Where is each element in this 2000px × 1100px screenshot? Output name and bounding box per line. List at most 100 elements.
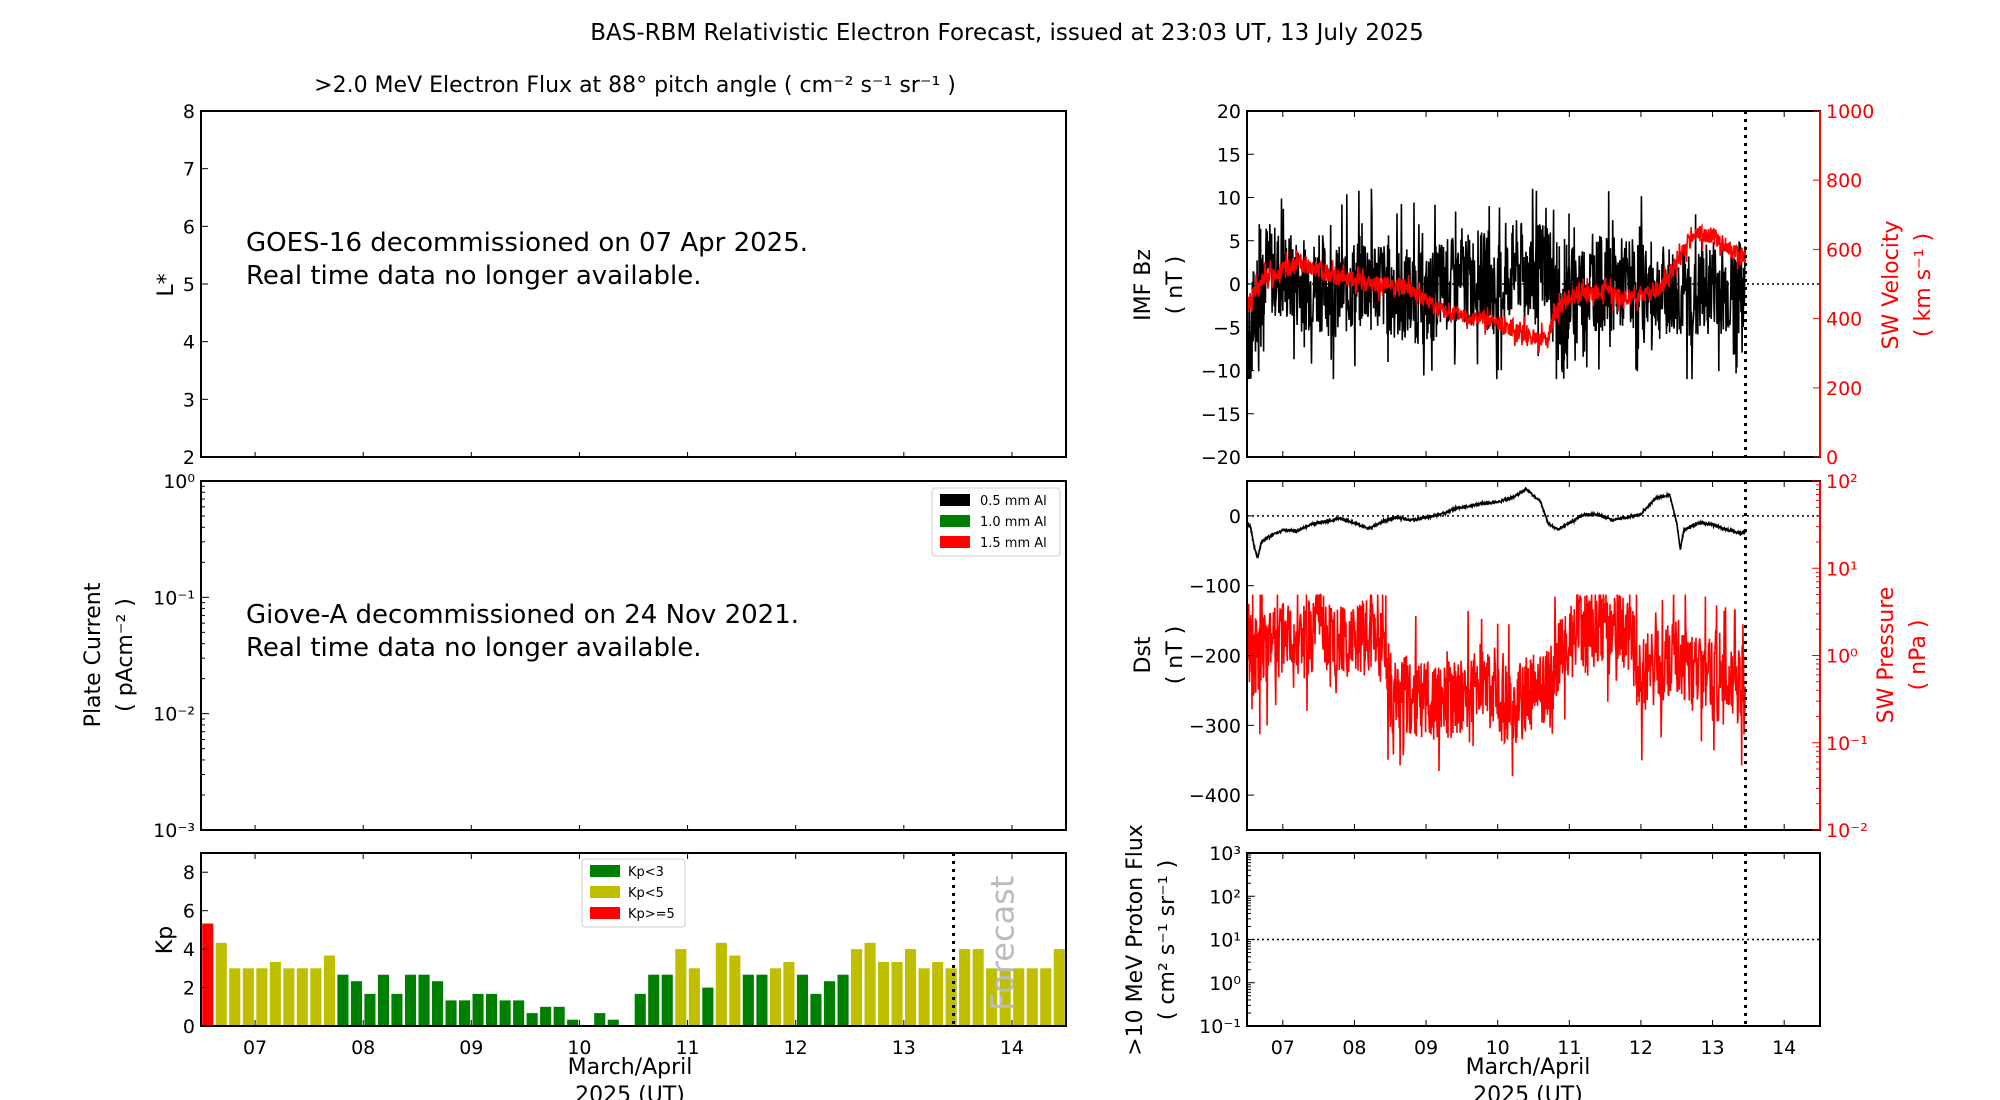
kp-bar [823, 981, 835, 1026]
y-tick-label: 6 [183, 216, 195, 238]
electron-flux-ylabel: L* [154, 273, 179, 296]
y-tick-label: −20 [1201, 447, 1241, 469]
kp-bar [377, 974, 389, 1026]
kp-bar [783, 962, 795, 1026]
sw-pressure-line [1246, 593, 1746, 777]
electron-flux-panel: >2.0 MeV Electron Flux at 88° pitch angl… [154, 73, 1067, 469]
kp-bar [648, 974, 660, 1026]
kp-bar [1040, 968, 1052, 1026]
y-tick-label: 20 [1217, 101, 1241, 123]
kp-bar [486, 993, 498, 1026]
y-tick-label: 10³ [1209, 843, 1241, 865]
kp-bar [567, 1019, 579, 1026]
legend-label-0: 0.5 mm Al [980, 494, 1047, 509]
y-tick-label: 10⁻³ [153, 820, 195, 842]
x-tick-label: 09 [1414, 1037, 1438, 1059]
x-tick-label: 11 [1557, 1037, 1581, 1059]
y-tick-label: 5 [1229, 231, 1241, 253]
kp-xlabel-line1: March/April [568, 1055, 693, 1080]
proton-xlabel-line2: 2025 (UT) [1473, 1083, 1583, 1100]
y-tick-label: 10⁰ [1209, 973, 1241, 995]
kp-bar [459, 1000, 471, 1026]
kp-bar [891, 962, 903, 1026]
x-tick-label: 10 [1486, 1037, 1510, 1059]
y-tick-label: 8 [183, 862, 195, 884]
y-tick-label: 10⁻¹ [153, 587, 195, 609]
kp-axes [200, 852, 1067, 1027]
y-tick-label: 10² [1826, 471, 1858, 493]
legend-swatch-1 [940, 515, 970, 527]
kp-bar [499, 1000, 511, 1026]
sw-pressure-ylabel-line2: ( nPa ) [1906, 620, 1931, 691]
y-tick-label: 10² [1209, 886, 1241, 908]
y-tick-label: 0 [1826, 447, 1838, 469]
kp-bar [350, 981, 362, 1026]
sw-pressure-ylabel-line1: SW Pressure [1874, 587, 1899, 724]
kp-bar [310, 968, 322, 1026]
imf-panel: 20 15 10 5 0 −15 −10 −5 −20 0 200 400 600 800 1000 IM… [1131, 101, 1936, 469]
y-tick-label: −200 [1189, 646, 1241, 668]
y-tick-label: 1000 [1826, 101, 1874, 123]
x-tick-label: 12 [1629, 1037, 1653, 1059]
x-tick-label: 07 [243, 1037, 267, 1059]
kp-bar [769, 968, 781, 1026]
electron-flux-title: >2.0 MeV Electron Flux at 88° pitch angl… [314, 73, 956, 98]
kp-bar [742, 974, 754, 1026]
kp-bar [594, 1013, 606, 1026]
figure-title: BAS-RBM Relativistic Electron Forecast, … [590, 20, 1424, 46]
y-tick-label: 10¹ [1209, 930, 1241, 952]
sw-velocity-ylabel-line2: ( km s⁻¹ ) [1911, 233, 1936, 337]
y-tick-label: −100 [1189, 576, 1241, 598]
y-tick-label: 6 [183, 901, 195, 923]
x-tick-label: 12 [784, 1037, 808, 1059]
kp-bar [945, 968, 957, 1026]
kp-bar [432, 981, 444, 1026]
y-tick-label: 0 [1229, 274, 1241, 296]
kp-bar [837, 974, 849, 1026]
kp-bar [337, 974, 349, 1026]
kp-bar [540, 1006, 552, 1026]
x-tick-label: 11 [675, 1037, 699, 1059]
kp-bar [905, 949, 917, 1026]
kp-bar [526, 1013, 538, 1026]
plate-current-ylabel-line2: ( pAcm⁻² ) [113, 598, 138, 712]
forecast-label: Forecast [984, 876, 1022, 1011]
x-tick-label: 08 [1342, 1037, 1366, 1059]
kp-panel: 0 2 4 6 8 07 08 09 10 11 12 13 14 Forecast Kp March… [153, 852, 1067, 1100]
y-tick-label: 10⁻² [153, 704, 195, 726]
kp-bar [810, 993, 822, 1026]
y-tick-label: 200 [1826, 378, 1862, 400]
proton-ylabel-line1: >10 MeV Proton Flux [1123, 824, 1148, 1056]
kp-bar [1053, 949, 1065, 1026]
kp-bar [999, 968, 1011, 1026]
plate-current-annotation-line2: Real time data no longer available. [246, 633, 701, 663]
y-tick-label: 600 [1826, 239, 1862, 261]
legend-label-2: 1.5 mm Al [980, 536, 1047, 551]
y-tick-label: 400 [1826, 309, 1862, 331]
plate-current-annotation-line1: Giove-A decommissioned on 24 Nov 2021. [246, 600, 799, 630]
sw-velocity-line [1246, 222, 1746, 354]
kp-bar [675, 949, 687, 1026]
imf-bz-line [1246, 188, 1746, 380]
legend-label-0: Kp<3 [628, 865, 664, 880]
kp-bar [796, 974, 808, 1026]
y-tick-label: 0 [1229, 506, 1241, 528]
kp-bar [215, 942, 227, 1026]
y-tick-label: 15 [1217, 144, 1241, 166]
y-tick-label: 8 [183, 101, 195, 123]
legend-swatch-2 [590, 907, 620, 919]
x-tick-label: 10 [567, 1037, 591, 1059]
electron-flux-annotation-line2: Real time data no longer available. [246, 261, 701, 291]
y-tick-label: 2 [183, 447, 195, 469]
kp-bar [729, 955, 741, 1026]
kp-bar [1013, 968, 1025, 1026]
y-tick-label: 4 [183, 332, 195, 354]
kp-bar [472, 993, 484, 1026]
kp-bar [445, 1000, 457, 1026]
y-tick-label: 800 [1826, 170, 1862, 192]
y-tick-label: −300 [1189, 715, 1241, 737]
kp-bar [202, 923, 214, 1026]
kp-bar [918, 968, 930, 1026]
proton-xlabel-line1: March/April [1466, 1055, 1591, 1080]
